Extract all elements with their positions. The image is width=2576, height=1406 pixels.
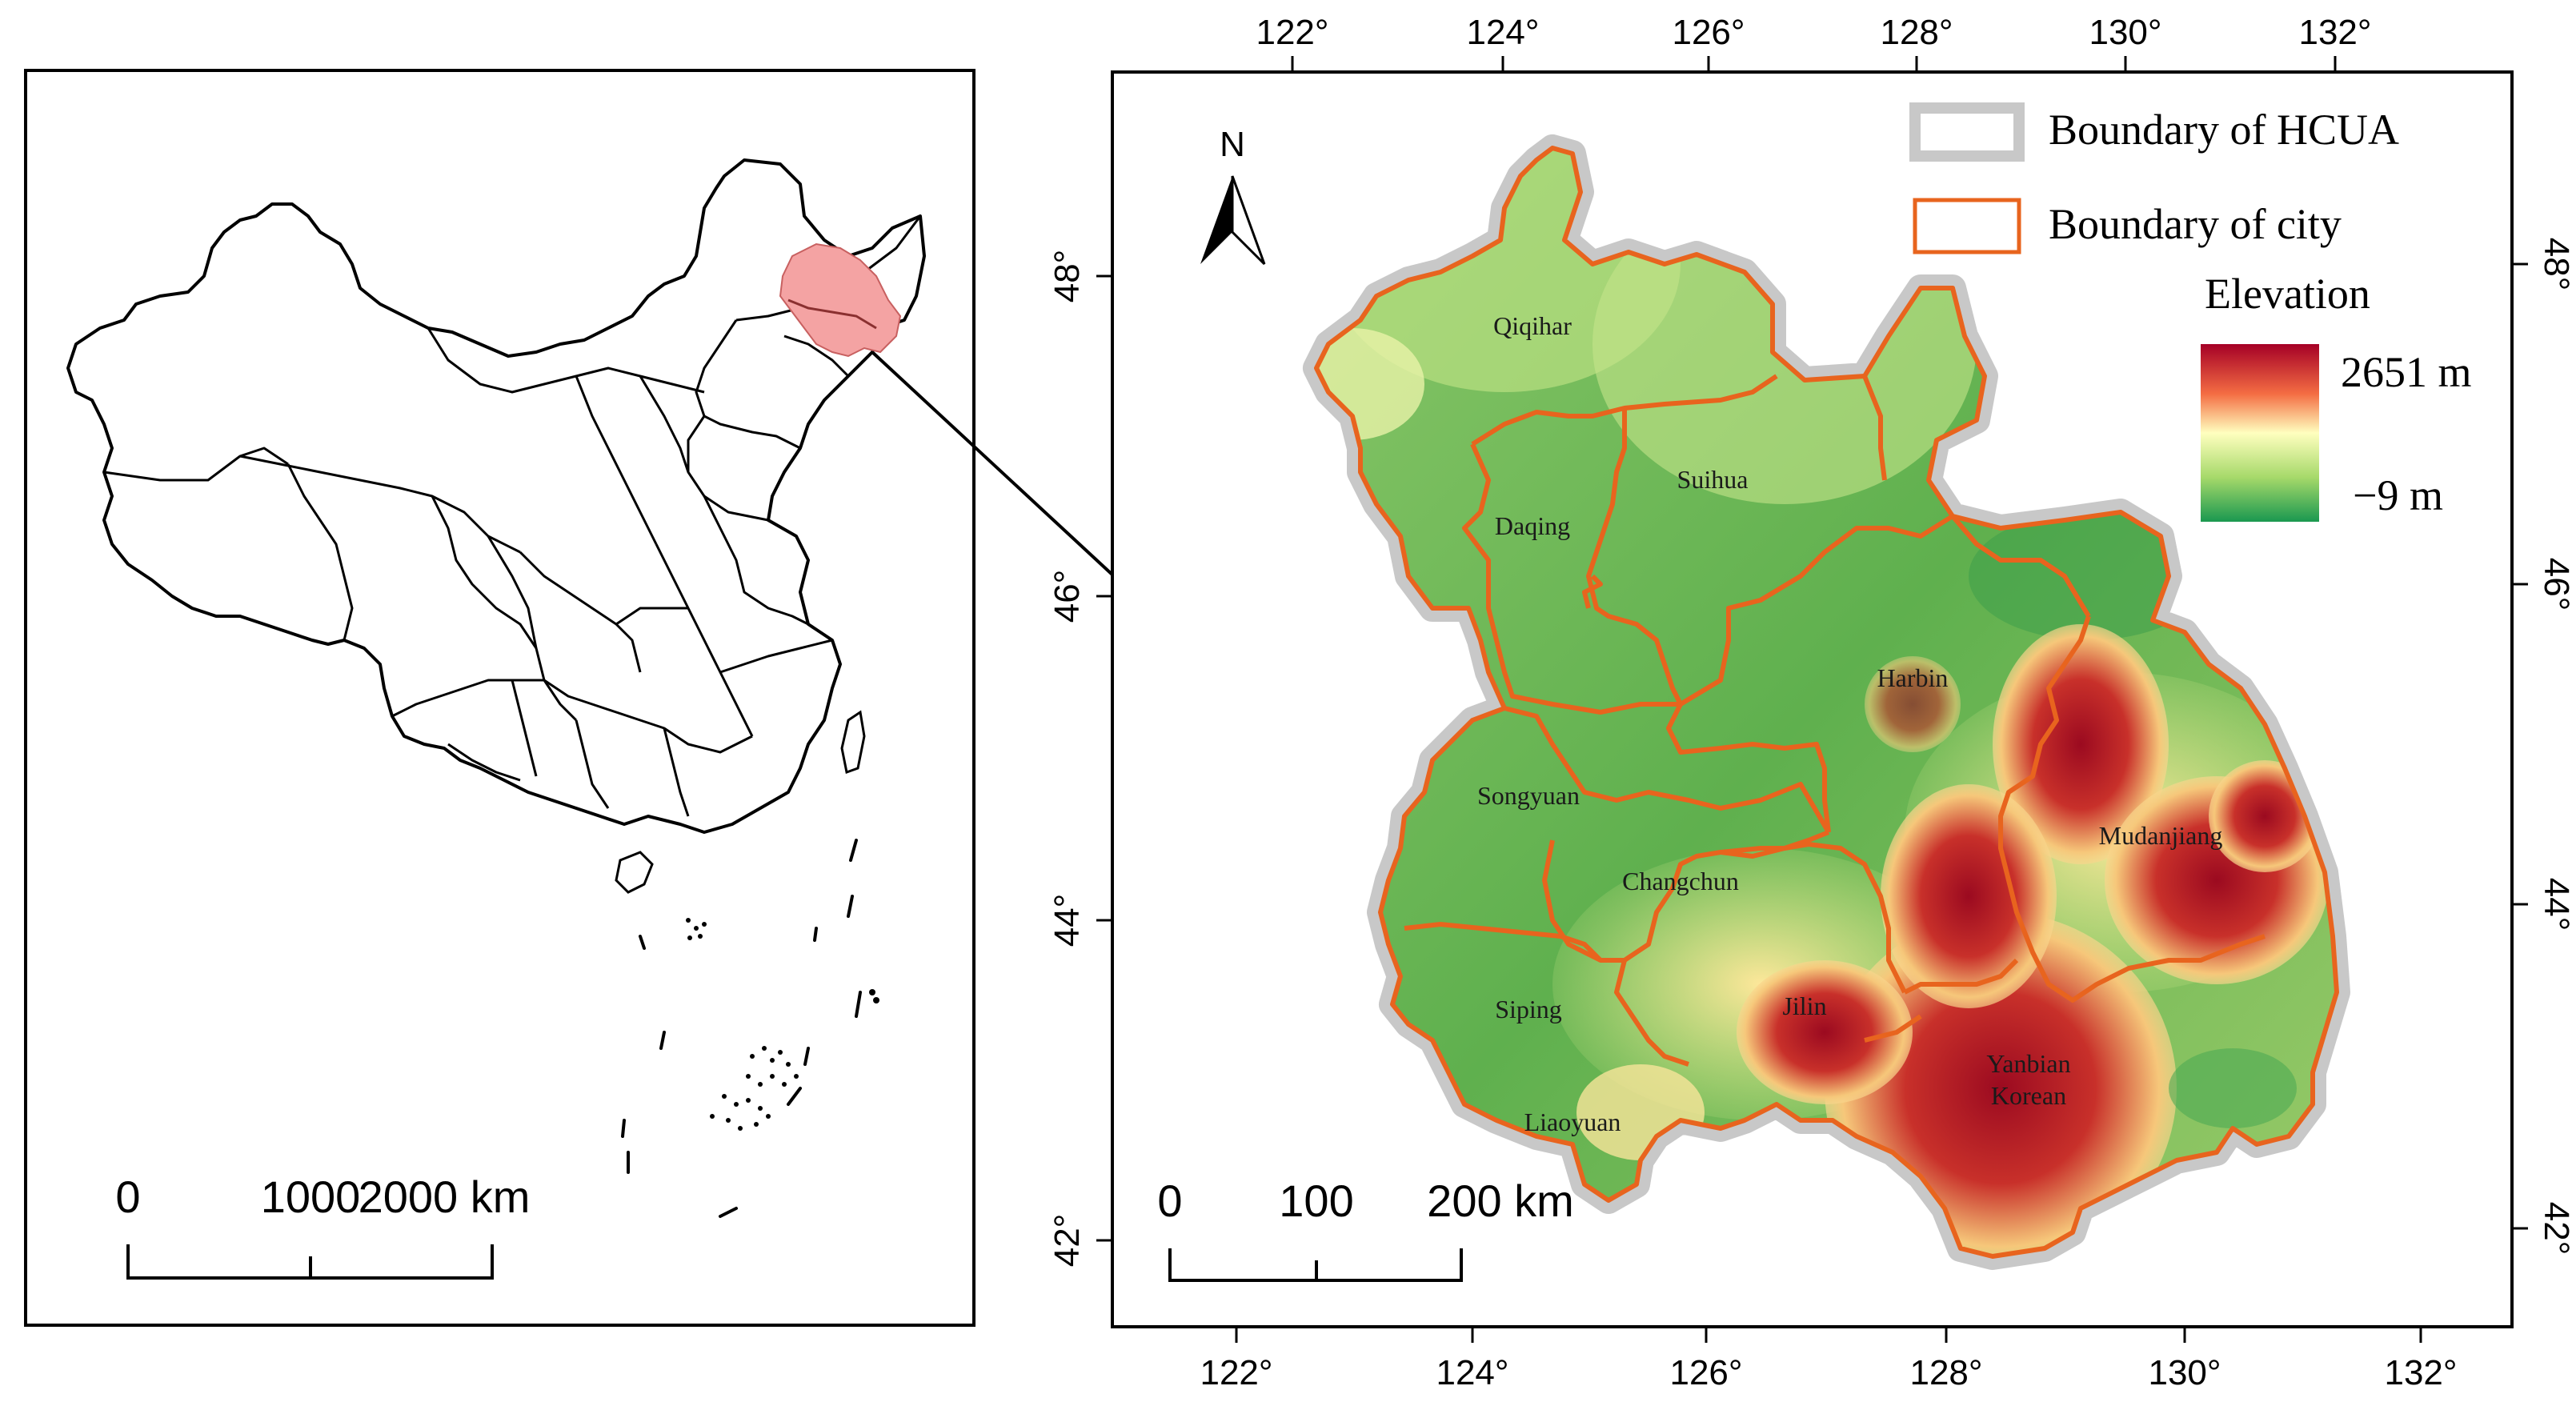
city-label-mudanjiang: Mudanjiang — [2099, 821, 2223, 850]
right-lat-ticks — [2512, 262, 2528, 1230]
top-lon-label: 124° — [1466, 13, 1539, 52]
top-lon-label: 122° — [1256, 13, 1328, 52]
inset-scale-label-1000: 1000 — [261, 1172, 361, 1222]
bottom-lon-labels: 122° 124° 126° 128° 130° 132° — [1200, 1353, 2457, 1392]
legend: Boundary of HCUA Boundary of city Elevat… — [1909, 102, 2472, 522]
north-arrow-label: N — [1220, 125, 1245, 164]
legend-elevation-title: Elevation — [2205, 270, 2370, 318]
top-lon-label: 128° — [1880, 13, 1953, 52]
china-outline — [66, 158, 926, 834]
right-lat-labels: 48° 46° 44° 42° — [2537, 238, 2576, 1256]
bottom-lon-label: 122° — [1200, 1353, 1272, 1392]
bottom-lon-label: 132° — [2384, 1353, 2457, 1392]
city-label-korean: Korean — [1991, 1081, 2066, 1110]
main-scale-label-0: 0 — [1157, 1176, 1182, 1226]
right-lat-label: 48° — [2537, 238, 2576, 291]
top-lon-label: 126° — [1672, 13, 1745, 52]
north-arrow-icon-outline — [1231, 175, 1266, 266]
inset-study-area — [779, 242, 902, 358]
left-lat-ticks — [1096, 274, 1112, 1242]
main-map: 122° 124° 126° 128° 130° 132° 122° 124° … — [1048, 13, 2576, 1392]
legend-hcua-swatch — [1909, 102, 2025, 162]
left-lat-label: 42° — [1048, 1214, 1087, 1268]
left-lat-label: 48° — [1048, 250, 1087, 303]
city-label-qiqihar: Qiqihar — [1493, 311, 1572, 340]
inset-map: 0 1000 2000 km — [24, 69, 1116, 1327]
legend-hcua-label: Boundary of HCUA — [2049, 106, 2399, 154]
city-labels: Qiqihar Daqing Suihua Harbin Songyuan Ch… — [1477, 311, 2222, 1136]
left-lat-label: 46° — [1048, 570, 1087, 623]
city-label-changchun: Changchun — [1622, 867, 1739, 895]
inset-study-area-inner-border — [787, 298, 877, 330]
inset-scale-label-0: 0 — [115, 1172, 140, 1222]
taiwan-island — [840, 710, 866, 774]
bottom-lon-label: 128° — [1909, 1353, 1982, 1392]
main-scale-label-100: 100 — [1279, 1176, 1353, 1226]
left-lat-labels: 48° 46° 44° 42° — [1048, 250, 1087, 1268]
legend-elevation-ramp — [2201, 344, 2319, 522]
legend-elevation-min: −9 m — [2353, 471, 2443, 519]
legend-city-label: Boundary of city — [2049, 200, 2342, 248]
city-label-siping: Siping — [1495, 995, 1562, 1023]
left-lat-label: 44° — [1048, 894, 1087, 947]
main-scale-bar: 0 100 200 km — [1157, 1176, 1574, 1282]
inset-scale-bar: 0 1000 2000 km — [115, 1172, 531, 1280]
top-lon-labels: 122° 124° 126° 128° 130° 132° — [1256, 13, 2371, 52]
bottom-lon-label: 130° — [2148, 1353, 2221, 1392]
right-lat-label: 42° — [2537, 1202, 2576, 1256]
right-lat-label: 44° — [2537, 878, 2576, 931]
legend-elevation-max: 2651 m — [2341, 348, 2472, 396]
city-label-harbin: Harbin — [1877, 663, 1949, 692]
bottom-lon-ticks — [1235, 1327, 2422, 1343]
top-lon-label: 130° — [2089, 13, 2161, 52]
inset-scale-label-2000: 2000 km — [359, 1172, 531, 1222]
south-china-sea-islands — [621, 839, 862, 1218]
right-lat-label: 46° — [2537, 558, 2576, 611]
north-arrow: N — [1200, 125, 1266, 266]
connector-line — [871, 350, 1116, 578]
hainan-island — [615, 851, 654, 894]
city-label-suihua: Suihua — [1677, 465, 1749, 494]
city-label-jilin: Jilin — [1782, 991, 1826, 1020]
city-label-liaoyuan: Liaoyuan — [1524, 1108, 1621, 1136]
nanhai-dots — [686, 918, 879, 1131]
legend-city-swatch — [1913, 198, 2021, 254]
city-label-daqing: Daqing — [1495, 511, 1570, 540]
city-label-yanbian: Yanbian — [1986, 1049, 2070, 1078]
province-borders — [103, 215, 922, 817]
top-lon-ticks — [1291, 56, 2337, 72]
top-lon-label: 132° — [2298, 13, 2371, 52]
city-boundaries — [1316, 148, 2337, 1256]
bottom-lon-label: 124° — [1436, 1353, 1508, 1392]
bottom-lon-label: 126° — [1669, 1353, 1742, 1392]
city-label-songyuan: Songyuan — [1477, 781, 1580, 810]
main-scale-label-200: 200 km — [1427, 1176, 1574, 1226]
north-arrow-icon — [1200, 176, 1232, 264]
